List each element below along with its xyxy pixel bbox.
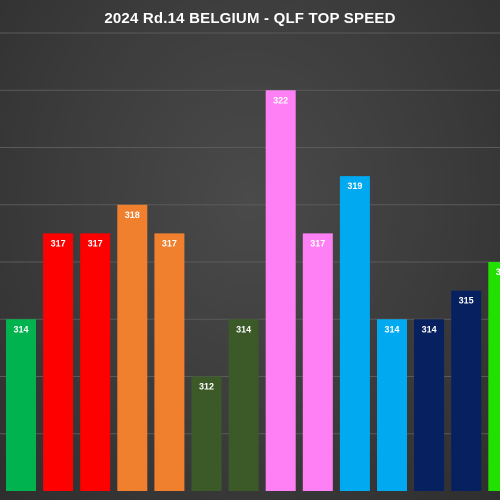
bar-12	[451, 290, 482, 491]
bar-label-0: 314	[13, 324, 28, 334]
bar-8	[302, 233, 333, 491]
bar-10	[377, 319, 407, 491]
bar-label-5: 312	[199, 382, 214, 392]
bar-label-6: 314	[236, 324, 251, 334]
bar-label-1: 317	[51, 238, 66, 248]
bar-label-4: 317	[162, 238, 177, 248]
bars-layer: 314 317 317 318 317 312 314 322 317 319 314 314 315 3…	[6, 90, 500, 491]
bar-label-7: 322	[273, 95, 288, 105]
bar-3	[117, 204, 148, 491]
bar-13	[488, 262, 500, 491]
bar-label-3: 318	[125, 210, 140, 220]
bar-0	[6, 319, 36, 491]
bar-label-10: 314	[384, 324, 399, 334]
bar-9	[339, 176, 370, 491]
bar-2	[80, 233, 111, 491]
chart-title: 2024 Rd.14 BELGIUM - QLF TOP SPEED	[104, 10, 396, 27]
bar-7	[265, 90, 296, 491]
bar-label-8: 317	[310, 238, 325, 248]
bar-1	[43, 233, 74, 491]
bar-label-2: 317	[88, 238, 103, 248]
bar-11	[414, 319, 445, 491]
bar-label-11: 314	[422, 324, 437, 334]
bar-label-12: 315	[459, 296, 474, 306]
bar-label-13: 316	[496, 267, 500, 277]
bar-label-9: 319	[347, 181, 362, 191]
bar-6	[228, 319, 259, 491]
bar-5	[191, 376, 222, 491]
bar-4	[154, 233, 185, 491]
